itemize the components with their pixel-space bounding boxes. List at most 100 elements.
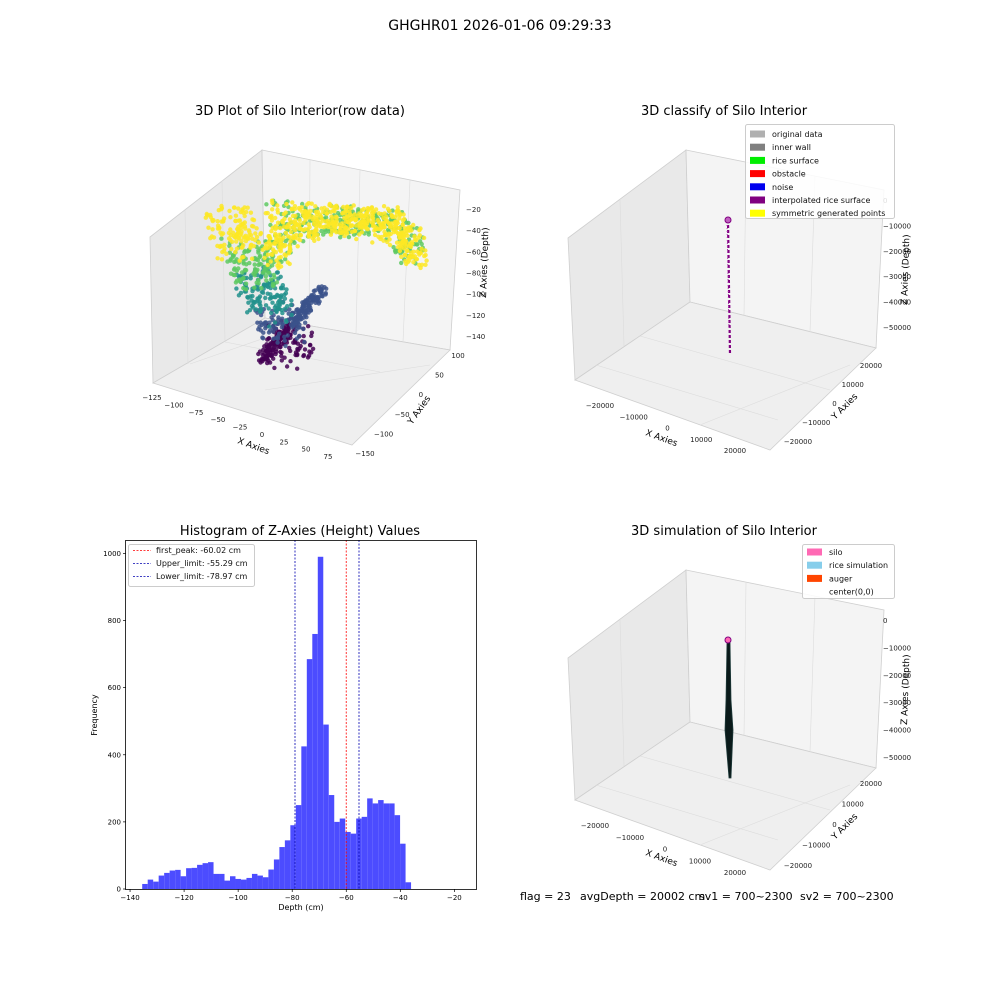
raw-data-point bbox=[284, 329, 289, 335]
raw-data-point bbox=[257, 301, 262, 306]
raw-data-point bbox=[276, 317, 281, 322]
raw-data-point bbox=[419, 246, 424, 251]
raw-data-point bbox=[403, 240, 408, 245]
raw-data-point bbox=[260, 336, 266, 341]
raw-data-point bbox=[297, 325, 302, 330]
raw-data-point bbox=[302, 339, 307, 345]
raw-data-point bbox=[402, 252, 408, 258]
raw-data-point bbox=[287, 261, 292, 267]
raw-data-point bbox=[357, 225, 362, 230]
raw-data-point bbox=[298, 226, 303, 231]
classify-ytick-label: 10000 bbox=[842, 381, 864, 389]
raw-data-point bbox=[263, 211, 268, 216]
raw-data-point bbox=[227, 208, 232, 214]
raw-data-point bbox=[397, 216, 402, 221]
raw-data-point bbox=[397, 226, 402, 231]
raw-data-point bbox=[399, 260, 404, 266]
classify-xtick-label: 20000 bbox=[724, 447, 746, 455]
raw-data-point bbox=[233, 213, 239, 218]
raw-data-point bbox=[387, 242, 393, 248]
raw-data-point bbox=[275, 305, 281, 310]
raw-data-point bbox=[384, 218, 389, 223]
raw-data-point bbox=[288, 229, 294, 235]
histogram-bar bbox=[219, 873, 225, 889]
raw-data-point bbox=[398, 230, 404, 235]
raw-data-point bbox=[382, 211, 387, 216]
raw-data-point bbox=[282, 296, 288, 301]
raw-data-point bbox=[334, 215, 339, 220]
raw-data-point bbox=[399, 254, 404, 259]
raw-xlabel: X Axies bbox=[236, 436, 271, 457]
raw-xtick-label: 25 bbox=[280, 438, 289, 446]
histogram-bar bbox=[147, 879, 154, 889]
raw-data-point bbox=[289, 206, 295, 211]
simulation-xtick-label: 0 bbox=[663, 846, 667, 854]
raw-data-point bbox=[254, 234, 260, 240]
raw-data-point bbox=[283, 343, 288, 349]
raw-data-point bbox=[277, 232, 282, 237]
simulation-ytick-label: −20000 bbox=[784, 862, 812, 870]
raw-data-point bbox=[294, 221, 299, 227]
classify-legend-swatch bbox=[750, 130, 765, 138]
raw-data-point bbox=[261, 330, 266, 335]
histogram-bar bbox=[323, 724, 329, 889]
raw-data-point bbox=[424, 258, 429, 263]
raw-data-point bbox=[295, 366, 300, 371]
raw-data-point bbox=[334, 230, 339, 235]
histogram-bar bbox=[328, 795, 335, 889]
raw-data-point bbox=[233, 249, 238, 255]
raw-xtick-label: −50 bbox=[211, 416, 226, 424]
raw-data-point bbox=[292, 235, 297, 240]
raw-xtick-label: −75 bbox=[189, 409, 204, 417]
raw-data-point bbox=[241, 259, 246, 265]
raw-data-point bbox=[208, 236, 213, 241]
raw-data-point bbox=[280, 310, 285, 316]
raw-ytick-label: −100 bbox=[374, 430, 393, 438]
raw-data-point bbox=[306, 324, 311, 329]
raw-data-point bbox=[301, 353, 306, 359]
raw-data-point bbox=[249, 256, 255, 261]
raw-data-point bbox=[375, 226, 380, 232]
simulation-legend-label: auger bbox=[829, 574, 853, 583]
raw-data-point bbox=[243, 226, 248, 231]
raw-data-point bbox=[262, 255, 267, 260]
raw-data-point bbox=[406, 225, 411, 230]
raw-data-point bbox=[257, 349, 263, 354]
raw-data-point bbox=[237, 258, 242, 263]
histogram-bar bbox=[180, 876, 187, 889]
histogram-bar bbox=[186, 868, 192, 889]
raw-data-point bbox=[343, 208, 348, 214]
raw-data-point bbox=[218, 243, 223, 249]
simulation-ztick-label: −50000 bbox=[883, 754, 911, 762]
classify-legend-swatch bbox=[750, 170, 765, 178]
histogram-bar bbox=[295, 805, 302, 889]
raw-data-point bbox=[397, 248, 403, 254]
raw-data-point bbox=[323, 224, 328, 229]
raw-data-point bbox=[215, 219, 220, 224]
raw-data-point bbox=[204, 211, 209, 217]
raw-data-point bbox=[337, 217, 343, 223]
classify-legend-label: interpolated rice surface bbox=[772, 196, 870, 205]
raw-data-point bbox=[260, 290, 266, 295]
raw-data-point bbox=[278, 294, 283, 299]
raw-ytick-label: 100 bbox=[451, 352, 464, 360]
raw-data-point bbox=[251, 217, 257, 223]
raw-data-point bbox=[284, 225, 289, 230]
raw-data-point bbox=[218, 230, 223, 235]
raw-data-point bbox=[286, 326, 291, 332]
raw-data-point bbox=[297, 315, 303, 320]
histogram-xtick-label: −60 bbox=[339, 894, 354, 902]
raw-data-point bbox=[268, 236, 273, 241]
raw-data-point bbox=[284, 323, 289, 328]
raw-data-point bbox=[319, 206, 324, 211]
raw-data-point bbox=[264, 202, 269, 207]
raw-data-point bbox=[268, 277, 274, 282]
raw-data-point bbox=[352, 216, 358, 221]
histogram-bar bbox=[339, 818, 346, 889]
raw-data-point bbox=[283, 306, 288, 311]
raw-data-point bbox=[260, 270, 266, 275]
raw-data-point bbox=[314, 211, 320, 217]
raw-data-point bbox=[229, 239, 235, 244]
raw-ytick-label: −50 bbox=[395, 411, 410, 419]
raw-data-point bbox=[297, 218, 302, 223]
